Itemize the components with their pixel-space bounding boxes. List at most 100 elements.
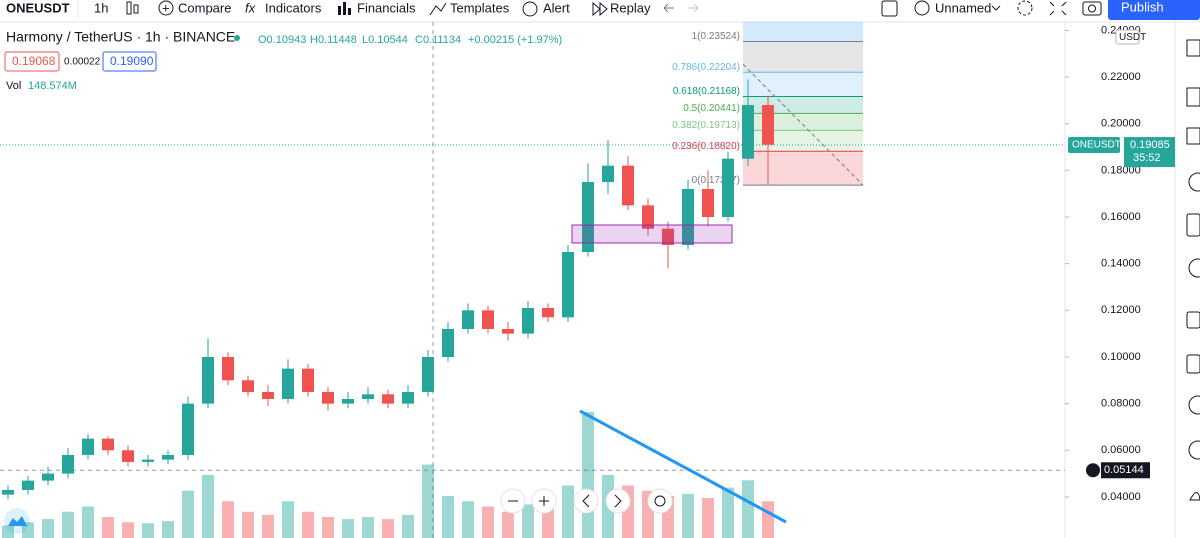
volume-bar xyxy=(742,480,754,538)
signal-icon[interactable] xyxy=(1188,395,1200,415)
fib-label: 0.618(0.21168) xyxy=(673,86,740,97)
volume-bar xyxy=(442,496,454,538)
fib-trend xyxy=(742,63,864,186)
financials-icon[interactable] xyxy=(338,2,351,15)
volume-bar xyxy=(522,504,534,538)
fib-label: 0.786(0.22204) xyxy=(672,62,740,73)
calendar-icon[interactable] xyxy=(1186,213,1200,237)
candle-body xyxy=(682,189,694,246)
fullscreen-icon[interactable] xyxy=(1049,1,1067,16)
y-tick-label: 0.22000 xyxy=(1101,71,1141,83)
replay[interactable]: Replay xyxy=(610,0,651,15)
scroll-left[interactable] xyxy=(573,488,599,514)
settings-icon[interactable] xyxy=(1017,0,1033,16)
add-alert-button[interactable] xyxy=(1086,463,1100,478)
news-icon[interactable] xyxy=(1186,127,1200,145)
candle-body xyxy=(622,165,634,206)
rectangle-zone[interactable] xyxy=(571,224,733,244)
publish-button[interactable] xyxy=(1108,0,1200,20)
candle-body xyxy=(142,459,154,462)
indicators-icon: fx xyxy=(245,0,256,15)
volume-bar xyxy=(182,490,194,538)
alerts-icon[interactable] xyxy=(1188,172,1200,192)
dropdown[interactable] xyxy=(991,5,1001,11)
details-icon[interactable] xyxy=(1186,87,1200,107)
symbol[interactable]: ONEUSDT xyxy=(6,0,70,15)
candle-body xyxy=(262,391,274,399)
fib-label: 0.236(0.18820) xyxy=(672,141,740,152)
templates[interactable]: Templates xyxy=(450,0,510,15)
volume-bar xyxy=(382,519,394,538)
symbol-tag-label: ONEUSDT xyxy=(1072,140,1121,151)
cloud-icon[interactable] xyxy=(914,0,930,16)
scroll-right[interactable] xyxy=(605,488,631,514)
trend-line[interactable] xyxy=(579,409,787,524)
alert[interactable]: Alert xyxy=(543,0,570,15)
crosshair-label-box xyxy=(1101,462,1150,479)
undo[interactable] xyxy=(663,3,674,13)
candle-body xyxy=(602,165,614,183)
replay-icon[interactable] xyxy=(592,1,608,17)
candle-body xyxy=(102,438,114,451)
spread: 0.00022 xyxy=(64,57,101,68)
snapshot-icon[interactable] xyxy=(1082,1,1102,16)
publish[interactable]: Publish xyxy=(1121,0,1164,14)
y-tick-label: 0.10000 xyxy=(1101,351,1141,363)
candle-body xyxy=(302,368,314,392)
fib-label: 0(0.17367) xyxy=(692,175,740,186)
alert-icon[interactable] xyxy=(522,1,538,17)
volume-bar xyxy=(22,522,34,538)
candle-body xyxy=(62,454,74,474)
y-tick-label: 0.04000 xyxy=(1101,491,1141,503)
volume-bar xyxy=(222,501,234,538)
indicators[interactable]: Indicators xyxy=(265,0,322,15)
fib-extension xyxy=(743,22,863,42)
legend-change: +0.00215 (+1.97%) xyxy=(468,34,562,46)
legend-open: O0.10943 xyxy=(258,34,306,46)
fib-band xyxy=(743,151,863,186)
candle-body xyxy=(22,480,34,490)
ideas-icon[interactable] xyxy=(1188,258,1200,278)
volume-bar xyxy=(242,511,254,538)
scroll-right-glyph xyxy=(614,494,622,508)
candle-body xyxy=(702,189,714,218)
y-tick-label: 0.08000 xyxy=(1101,398,1141,410)
volume-bar xyxy=(42,519,54,538)
hotlist-icon[interactable] xyxy=(1188,440,1200,460)
layout-name[interactable]: Unnamed xyxy=(935,0,991,15)
logo[interactable] xyxy=(4,508,30,534)
templates-icon[interactable] xyxy=(429,2,447,16)
chat-icon[interactable] xyxy=(1186,311,1200,329)
candle-body xyxy=(582,182,594,253)
chart-style-icon[interactable] xyxy=(126,1,139,15)
candle-body xyxy=(242,380,254,392)
volume-bar xyxy=(102,517,114,538)
ask[interactable]: 0.19090 xyxy=(110,54,154,68)
vol-value: 148.574M xyxy=(28,80,77,92)
vol-label: Vol xyxy=(6,80,21,92)
streams-icon[interactable] xyxy=(1186,354,1200,374)
candle-body xyxy=(462,310,474,329)
compare-icon[interactable] xyxy=(158,0,174,16)
scroll-left-glyph xyxy=(582,494,590,508)
volume-bar xyxy=(2,525,14,538)
financials[interactable]: Financials xyxy=(357,0,416,15)
candle-body xyxy=(662,228,674,246)
ask-box[interactable] xyxy=(102,51,157,72)
interval[interactable]: 1h xyxy=(94,0,108,15)
layout-icon[interactable] xyxy=(881,0,898,17)
price-tag xyxy=(1124,137,1175,168)
bid-box[interactable] xyxy=(4,51,60,72)
candle-body xyxy=(382,394,394,404)
y-tick-label: 0.20000 xyxy=(1101,118,1141,130)
candle-body xyxy=(322,391,334,404)
fib-band xyxy=(743,113,863,131)
redo[interactable] xyxy=(688,3,699,13)
compare[interactable]: Compare xyxy=(178,0,231,15)
reset-chart[interactable] xyxy=(647,488,673,514)
bid[interactable]: 0.19068 xyxy=(12,54,56,68)
watchlist-icon[interactable] xyxy=(1186,39,1200,57)
volume-bar xyxy=(462,501,474,538)
